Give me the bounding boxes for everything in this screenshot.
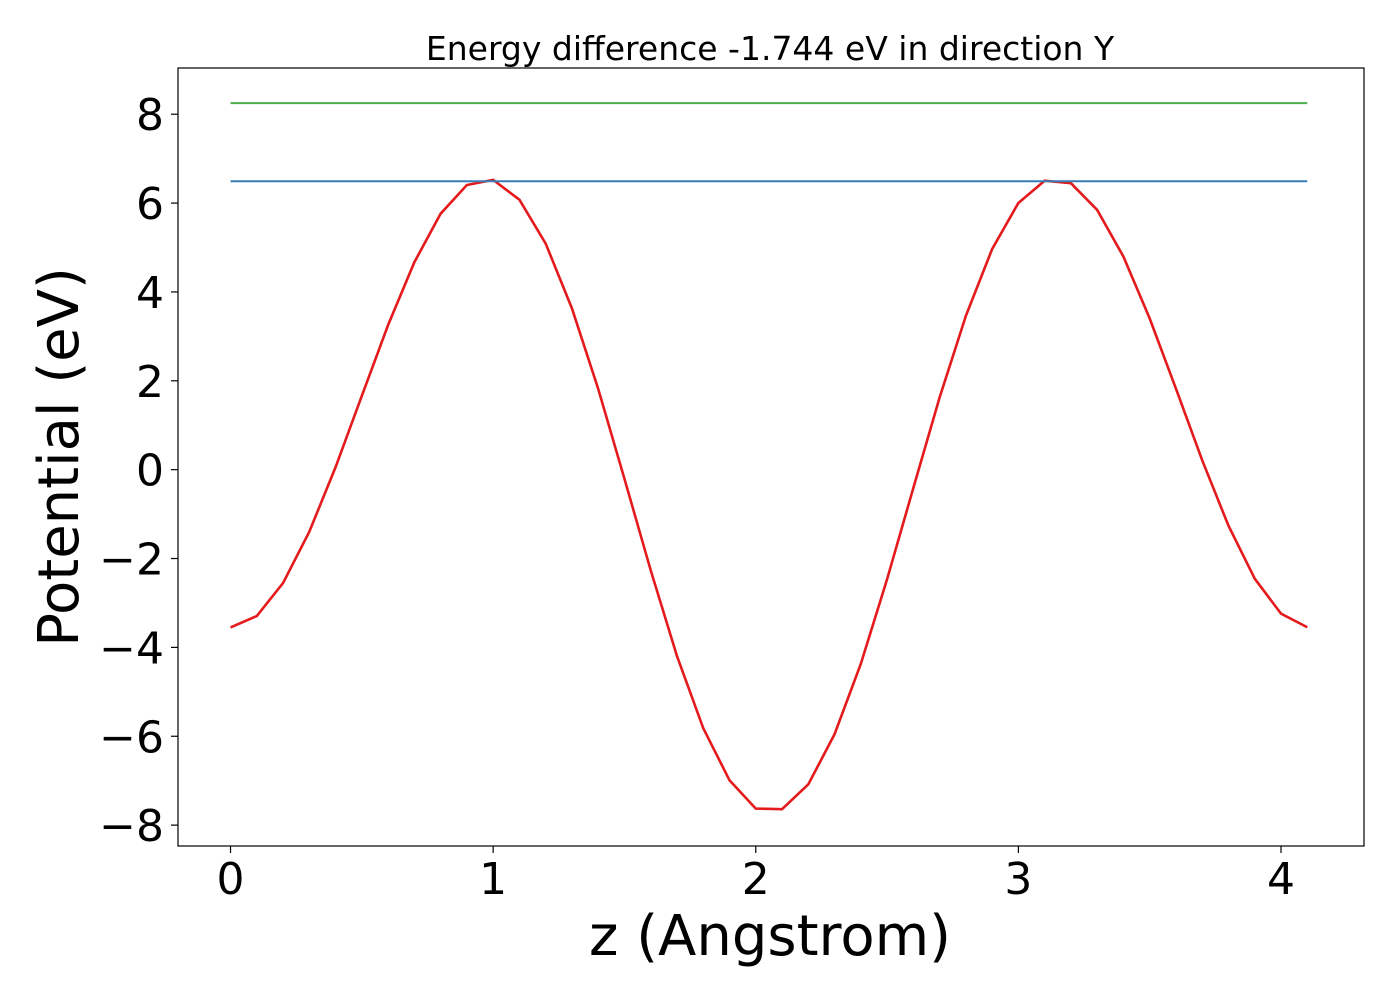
x-tick-label: 0: [217, 854, 245, 905]
y-tick-label: −2: [99, 535, 164, 586]
line-series: [230, 178, 1308, 811]
y-axis-label: Potential (eV): [27, 267, 92, 647]
x-tick-label: 3: [1004, 854, 1032, 905]
x-tick-label: 1: [479, 854, 507, 905]
y-tick-label: −8: [99, 801, 164, 852]
y-tick-label: −4: [99, 623, 164, 674]
chart-title: Energy difference -1.744 eV in direction…: [426, 29, 1115, 68]
y-tick-label: 4: [136, 268, 164, 319]
y-tick-label: −6: [99, 712, 164, 763]
plot-frame: [177, 67, 1365, 847]
x-tick-label: 2: [742, 854, 770, 905]
x-axis-label: z (Angstrom): [589, 904, 951, 969]
x-tick-label: 4: [1267, 854, 1295, 905]
y-tick-label: 2: [136, 357, 164, 408]
y-tick-label: 0: [136, 446, 164, 497]
y-tick-label: 8: [136, 90, 164, 141]
y-tick-label: 6: [136, 179, 164, 230]
